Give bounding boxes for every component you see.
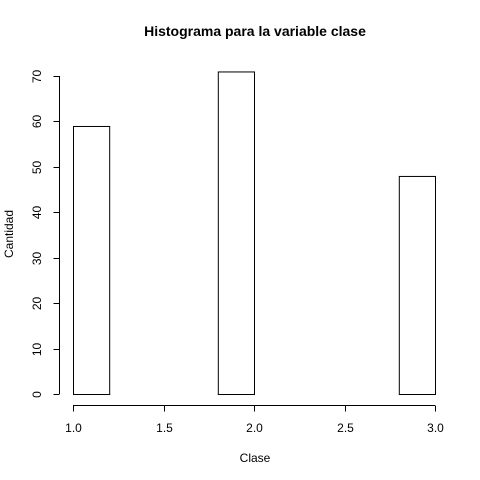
histogram-bar <box>398 175 436 395</box>
chart-title: Histograma para la variable clase <box>144 23 366 39</box>
y-tick-label: 60 <box>30 115 44 129</box>
histogram-bar <box>217 71 256 395</box>
y-tick-label: 40 <box>30 206 44 220</box>
y-tick-label: 20 <box>30 297 44 311</box>
y-axis: 0 10 20 30 40 50 60 70 <box>30 70 60 398</box>
x-tick-label: 1.5 <box>156 421 173 435</box>
x-axis-label: Clase <box>240 451 271 465</box>
y-tick-label: 50 <box>30 161 44 175</box>
x-axis: 1.0 1.5 2.0 2.5 3.0 <box>65 405 444 435</box>
bars-group <box>73 71 436 395</box>
y-tick-label: 30 <box>30 252 44 266</box>
y-tick-label: 10 <box>30 343 44 357</box>
y-tick-label: 0 <box>30 391 44 398</box>
y-tick-label: 70 <box>30 70 44 84</box>
x-tick-label: 2.0 <box>246 421 263 435</box>
x-tick-label: 1.0 <box>65 421 82 435</box>
histogram-bar <box>73 125 111 395</box>
y-axis-label: Cantidad <box>2 210 16 258</box>
x-tick-label: 2.5 <box>337 421 354 435</box>
x-tick-label: 3.0 <box>427 421 444 435</box>
